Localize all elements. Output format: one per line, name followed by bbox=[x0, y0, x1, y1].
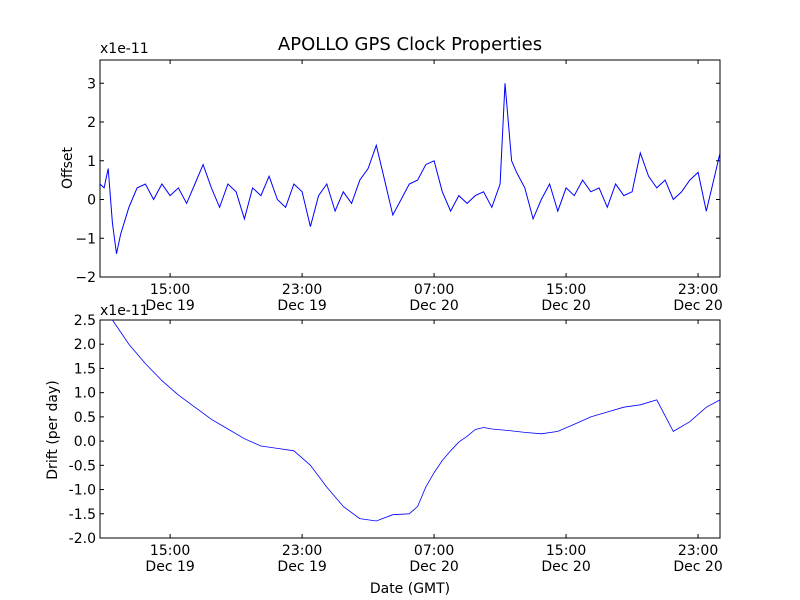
offset-y-ticks: −2 −1 0 1 2 3 bbox=[75, 76, 720, 286]
drift-series-line bbox=[112, 319, 721, 522]
offset-x-tick-time: 23:00 bbox=[678, 282, 718, 298]
offset-y-axis-label: Offset bbox=[60, 146, 76, 189]
offset-y-tick-label: 2 bbox=[87, 115, 96, 131]
drift-x-tick-date: Dec 19 bbox=[277, 559, 326, 575]
drift-y-tick-label: 0.5 bbox=[74, 410, 96, 426]
drift-x-tick-time: 23:00 bbox=[678, 543, 718, 559]
offset-scale-label: x1e-11 bbox=[100, 41, 149, 57]
drift-y-tick-label: -1.0 bbox=[69, 483, 96, 499]
drift-x-tick-time: 15:00 bbox=[546, 543, 586, 559]
drift-y-tick-label: -0.5 bbox=[69, 458, 96, 474]
offset-y-tick-label: −1 bbox=[75, 231, 96, 247]
drift-x-axis-label: Date (GMT) bbox=[370, 581, 450, 597]
drift-x-tick-time: 07:00 bbox=[414, 543, 454, 559]
drift-y-tick-label: 2.5 bbox=[74, 313, 96, 329]
offset-y-tick-label: −2 bbox=[75, 270, 96, 286]
offset-series-line bbox=[99, 83, 721, 254]
offset-x-tick-date: Dec 19 bbox=[145, 298, 194, 314]
drift-x-tick-date: Dec 20 bbox=[409, 559, 458, 575]
drift-x-tick-date: Dec 19 bbox=[145, 559, 194, 575]
offset-x-tick-time: 15:00 bbox=[546, 282, 586, 298]
drift-y-tick-label: 2.0 bbox=[74, 337, 96, 353]
offset-x-tick-date: Dec 19 bbox=[277, 298, 326, 314]
offset-series-group bbox=[99, 83, 721, 254]
drift-y-axis-label: Drift (per day) bbox=[45, 380, 61, 479]
drift-scale-label: x1e-11 bbox=[100, 303, 149, 319]
offset-y-tick-label: 3 bbox=[87, 76, 96, 92]
drift-x-tick-date: Dec 20 bbox=[541, 559, 590, 575]
drift-y-tick-label: -1.5 bbox=[69, 507, 96, 523]
drift-x-tick-time: 23:00 bbox=[282, 543, 322, 559]
drift-plot-frame bbox=[99, 319, 721, 539]
offset-y-tick-label: 0 bbox=[87, 193, 96, 209]
drift-x-tick-date: Dec 20 bbox=[673, 559, 722, 575]
offset-x-tick-date: Dec 20 bbox=[541, 298, 590, 314]
drift-y-tick-label: 1.5 bbox=[74, 361, 96, 377]
offset-x-tick-date: Dec 20 bbox=[409, 298, 458, 314]
drift-panel: x1e-11 Drift (per day) -2.0 -1.5 -1.0 -0.5 0… bbox=[45, 303, 723, 597]
chart-title: APOLLO GPS Clock Properties bbox=[278, 34, 542, 55]
drift-y-tick-label: -2.0 bbox=[69, 531, 96, 547]
drift-y-tick-label: 0.0 bbox=[74, 434, 96, 450]
offset-x-tick-time: 07:00 bbox=[414, 282, 454, 298]
drift-x-tick-time: 15:00 bbox=[150, 543, 190, 559]
offset-y-tick-label: 1 bbox=[87, 154, 96, 170]
offset-x-tick-time: 23:00 bbox=[282, 282, 322, 298]
drift-y-tick-label: 1.0 bbox=[74, 386, 96, 402]
offset-plot-frame bbox=[99, 59, 721, 278]
drift-y-ticks: -2.0 -1.5 -1.0 -0.5 0.0 0.5 1.0 1.5 2.0 2.5 bbox=[69, 313, 720, 547]
drift-series-group bbox=[112, 319, 721, 522]
offset-x-tick-date: Dec 20 bbox=[673, 298, 722, 314]
offset-x-tick-time: 15:00 bbox=[150, 282, 190, 298]
